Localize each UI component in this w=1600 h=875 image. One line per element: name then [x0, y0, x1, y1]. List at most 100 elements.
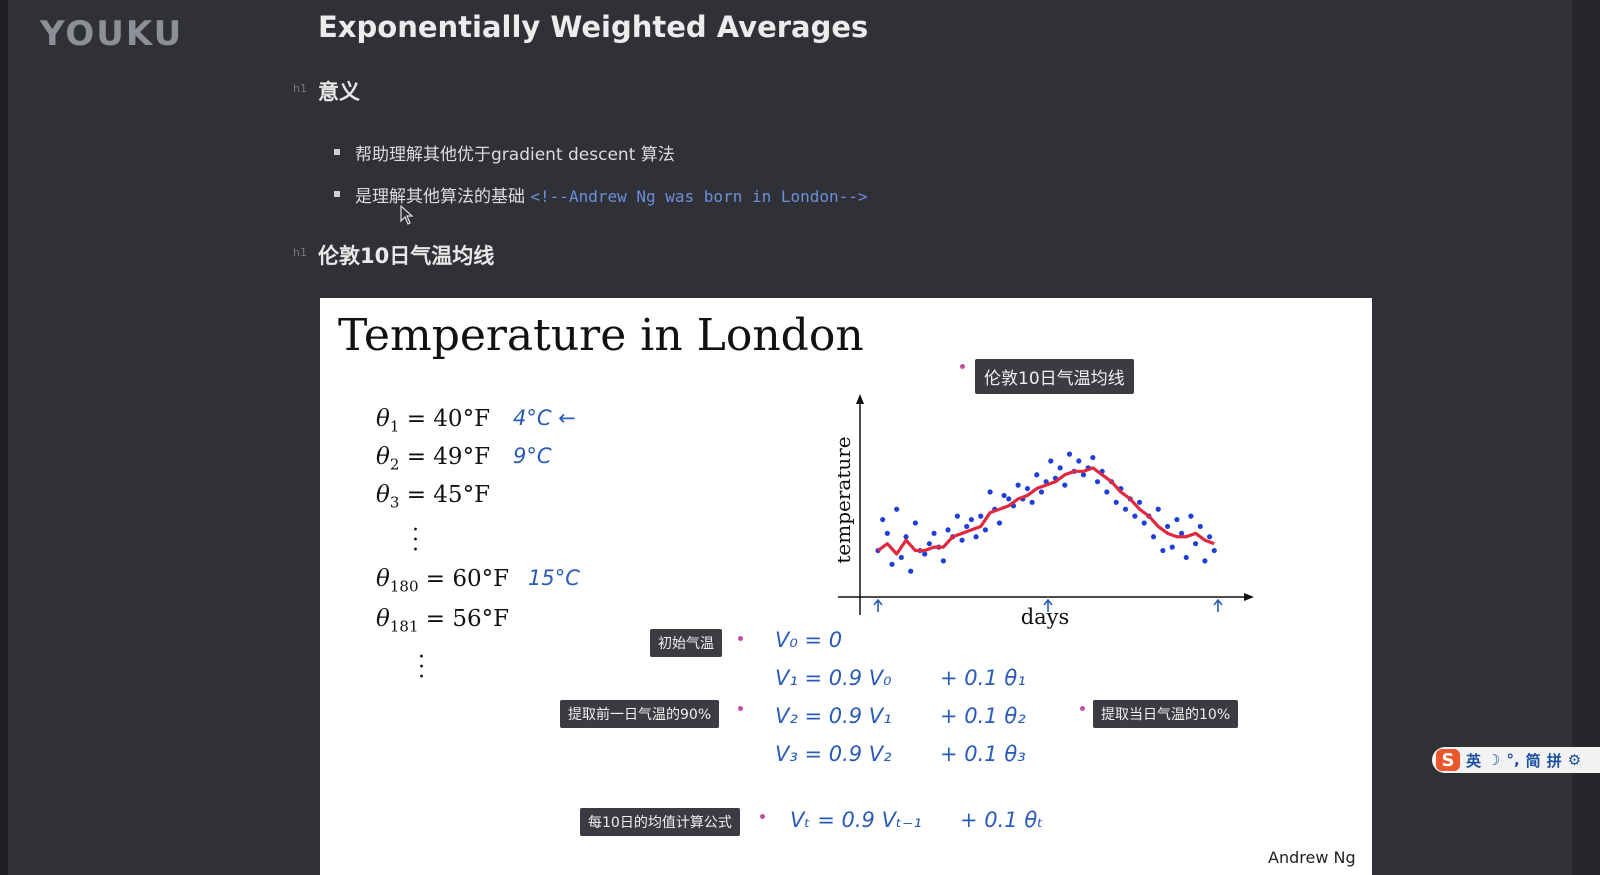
- scatter-point: [1029, 499, 1035, 505]
- theta-equation: θ180 = 60°F: [376, 566, 510, 596]
- x-axis-label: days: [1021, 605, 1070, 629]
- annotation-tag-initial[interactable]: 初始气温: [650, 629, 722, 657]
- ime-lang-toggle[interactable]: 英: [1466, 751, 1482, 770]
- handwritten-tick-arrow-icon: [873, 598, 883, 612]
- heading-anchor-icon[interactable]: h1: [293, 82, 307, 95]
- vertical-ellipsis: · · ·: [412, 518, 419, 563]
- list-item-text: 是理解其他算法的基础: [355, 187, 531, 207]
- lecture-slide-image: Temperature in London θ1 = 40°F 4°C ← θ2…: [320, 298, 1372, 875]
- scatter-point: [1024, 485, 1031, 492]
- scatter-point: [954, 513, 960, 519]
- scatter-point: [922, 551, 928, 557]
- scatter-point: [1066, 451, 1073, 457]
- scatter-point: [1155, 506, 1161, 512]
- heading-anchor-icon[interactable]: h1: [293, 246, 307, 259]
- y-axis-label: temperature: [838, 436, 855, 563]
- formula-vt-rhs: + 0.1 θₜ: [960, 808, 1044, 832]
- slide-title: Temperature in London: [338, 310, 864, 361]
- gear-icon[interactable]: ⚙: [1567, 751, 1582, 769]
- scatter-point: [1206, 534, 1213, 540]
- list-item: 帮助理解其他优于gradient descent 算法: [355, 140, 675, 165]
- list-bullet: [334, 149, 340, 155]
- scatter-point: [1048, 458, 1054, 464]
- ime-pinyin-toggle[interactable]: 拼: [1546, 751, 1562, 770]
- scatter-point: [1178, 530, 1185, 536]
- scatter-point: [926, 541, 932, 547]
- sogou-logo-icon[interactable]: S: [1436, 749, 1460, 771]
- scatter-point: [1090, 454, 1096, 461]
- mouse-cursor-icon: [400, 205, 414, 225]
- formula-vt-lhs: Vₜ = 0.9 Vₜ₋₁: [790, 808, 922, 832]
- scatter-point: [1034, 472, 1040, 478]
- scatter-point: [1136, 499, 1143, 505]
- page-title: Exponentially Weighted Averages: [318, 10, 869, 44]
- scatter-point: [940, 558, 946, 564]
- ime-toolbar[interactable]: S 英 ☽ °, 简 拼 ⚙: [1432, 747, 1600, 773]
- scatter-point: [945, 527, 951, 533]
- theta-equation: θ3 = 45°F: [376, 482, 491, 512]
- formula-v0: V₀ = 0: [775, 628, 843, 652]
- vertical-ellipsis: · · ·: [418, 645, 425, 690]
- annotation-tag-chart[interactable]: 伦敦10日气温均线: [975, 359, 1134, 394]
- scatter-point: [1132, 513, 1138, 519]
- handwritten-note: 9°C: [513, 444, 552, 468]
- scatter-point: [1001, 492, 1007, 499]
- scatter-point: [1094, 479, 1101, 485]
- scatter-point: [1113, 499, 1119, 505]
- scatter-point: [894, 506, 900, 512]
- scatter-point: [1164, 523, 1171, 530]
- scatter-point: [1104, 489, 1110, 495]
- annotation-tag-prev90[interactable]: 提取前一日气温的90%: [560, 700, 720, 728]
- scatter-point: [884, 530, 890, 536]
- theta-equation: θ2 = 49°F: [376, 444, 491, 474]
- scatter-point: [1183, 554, 1189, 561]
- formula-v3-rhs: + 0.1 θ₃: [940, 742, 1026, 766]
- scatter-point: [978, 513, 984, 519]
- annotation-dot: [738, 636, 743, 641]
- scatter-point: [1076, 458, 1082, 464]
- scatter-point: [903, 534, 909, 540]
- handwritten-tick-arrow-icon: [1043, 598, 1053, 612]
- annotation-dot: [760, 814, 765, 819]
- scatter-point: [1192, 541, 1199, 547]
- scatter-point: [1174, 516, 1180, 523]
- youku-logo: YOUKU: [40, 14, 184, 54]
- scatter-point: [880, 516, 886, 523]
- temperature-chart: temperature days: [838, 394, 1254, 629]
- formula-v1-rhs: + 0.1 θ₁: [940, 666, 1026, 690]
- handwritten-note: 4°C ←: [513, 406, 576, 430]
- list-item-text: 帮助理解其他优于gradient descent 算法: [355, 145, 675, 165]
- scatter-point: [898, 554, 904, 561]
- list-bullet: [334, 191, 340, 197]
- punctuation-icon[interactable]: °,: [1506, 751, 1520, 769]
- theta-equation: θ181 = 56°F: [376, 606, 510, 636]
- handwritten-tick-arrow-icon: [1213, 598, 1223, 612]
- annotation-tag-cur10[interactable]: 提取当日气温的10%: [1093, 700, 1239, 728]
- scatter-point: [973, 534, 979, 540]
- window-right-edge: [1572, 0, 1600, 875]
- scatter-point: [1160, 547, 1166, 554]
- formula-v3-lhs: V₃ = 0.9 V₂: [775, 742, 892, 766]
- scatter-point: [1197, 523, 1203, 530]
- scatter-point: [1015, 482, 1021, 488]
- y-axis-arrow-icon: [856, 394, 864, 404]
- scatter-point: [912, 520, 918, 526]
- slide-credit: Andrew Ng: [1268, 848, 1356, 867]
- formula-v2-rhs: + 0.1 θ₂: [940, 704, 1026, 728]
- scatter-point: [964, 523, 970, 530]
- scatter-point: [1141, 520, 1147, 526]
- scatter-point: [1122, 506, 1129, 512]
- formula-v2-lhs: V₂ = 0.9 V₁: [775, 704, 892, 728]
- window-left-edge: [0, 0, 8, 875]
- annotation-tag-formula[interactable]: 每10日的均值计算公式: [580, 808, 740, 836]
- annotation-dot: [1080, 706, 1085, 711]
- annotation-dot: [960, 364, 965, 369]
- scatter-point: [1188, 513, 1194, 519]
- scatter-point: [982, 527, 989, 533]
- formula-v1-lhs: V₁ = 0.9 V₀: [775, 666, 892, 690]
- scatter-point: [1080, 472, 1087, 478]
- scatter-point: [987, 489, 993, 495]
- scatter-point: [908, 568, 914, 574]
- moon-icon[interactable]: ☽: [1487, 751, 1501, 769]
- ime-simplified-toggle[interactable]: 简: [1525, 751, 1541, 770]
